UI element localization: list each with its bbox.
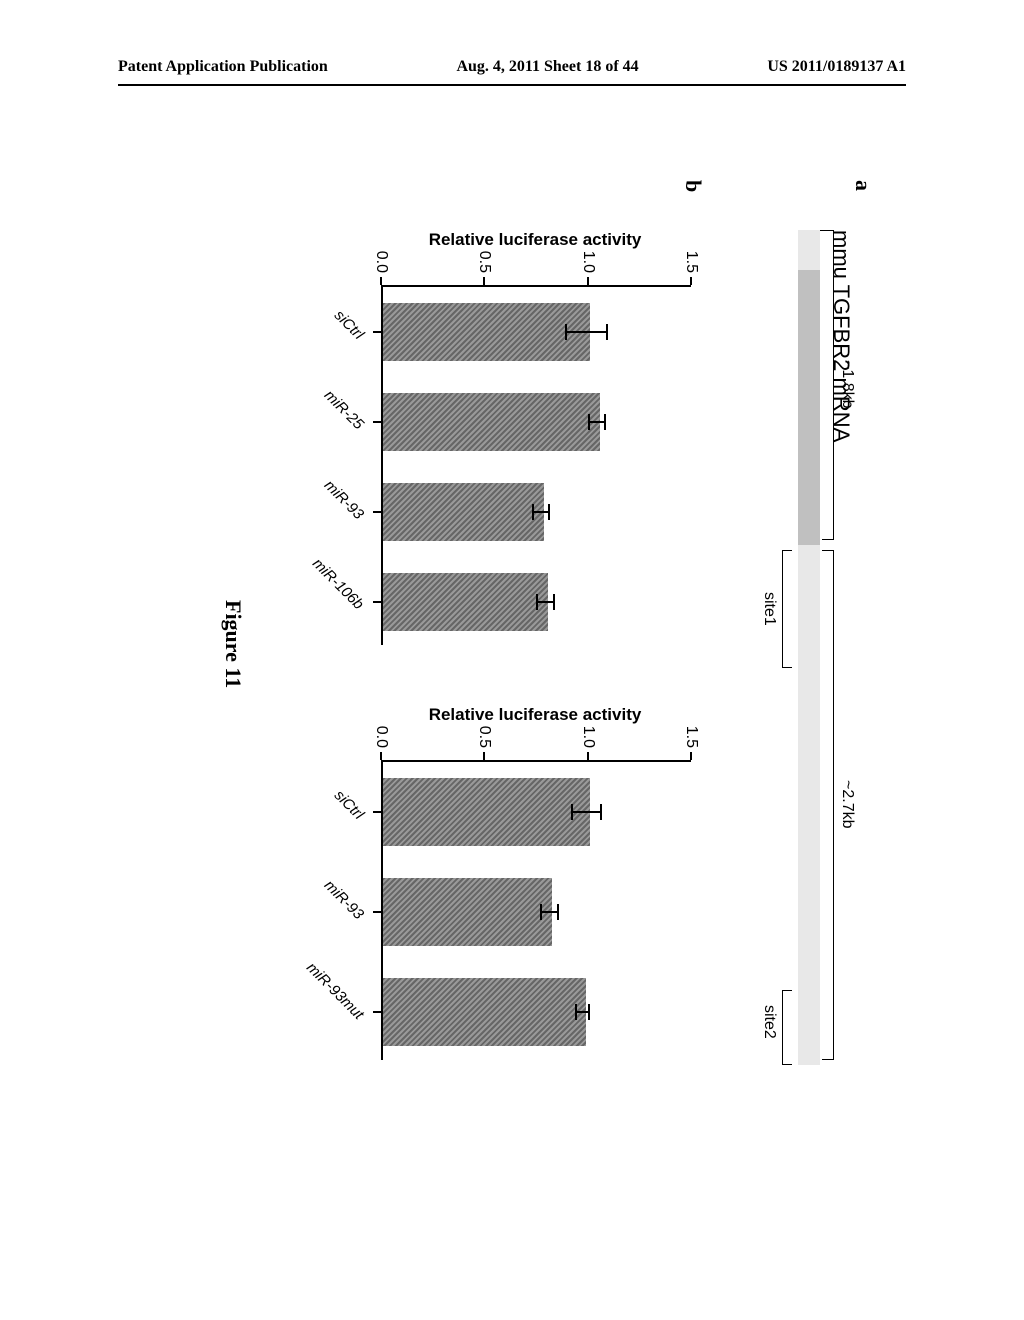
y-tick-label: 1.5 xyxy=(682,251,700,273)
y-tick-label: 1.0 xyxy=(579,726,597,748)
y-tick xyxy=(690,277,692,285)
error-bar xyxy=(573,811,602,813)
x-tick-label: miR-93 xyxy=(321,477,367,523)
figure-container: a mmu TGFBR2 mRNA ~1.8kb ~2.7kb site1 si… xyxy=(32,256,992,1044)
x-tick-label: miR-25 xyxy=(321,387,367,433)
chart-site1: Relative luciferase activity 0.00.51.01.… xyxy=(381,285,691,645)
x-tick-label: siCtrl xyxy=(331,307,367,343)
bar xyxy=(383,573,548,632)
x-tick xyxy=(373,331,381,333)
header-rule xyxy=(118,84,906,86)
error-cap xyxy=(553,594,555,610)
y-axis xyxy=(381,760,691,762)
error-cap xyxy=(606,324,608,340)
y-tick xyxy=(483,277,485,285)
y-tick-label: 1.0 xyxy=(579,251,597,273)
header-right: US 2011/0189137 A1 xyxy=(767,58,906,76)
bar xyxy=(383,778,590,846)
figure-caption: Figure 11 xyxy=(220,600,246,688)
error-cap xyxy=(571,804,573,820)
region2-label: ~2.7kb xyxy=(838,780,856,828)
utr5-box xyxy=(798,230,820,270)
x-tick xyxy=(373,911,381,913)
region1-label: ~1.8kb xyxy=(838,360,856,408)
figure-content: a mmu TGFBR2 mRNA ~1.8kb ~2.7kb site1 si… xyxy=(118,170,906,1130)
y-tick xyxy=(587,277,589,285)
site1-bracket xyxy=(782,550,792,668)
error-cap xyxy=(575,1004,577,1020)
error-cap xyxy=(548,504,550,520)
error-cap xyxy=(588,414,590,430)
y-tick xyxy=(690,752,692,760)
error-cap xyxy=(600,804,602,820)
chart-site2: Relative luciferase activity 0.00.51.01.… xyxy=(381,760,691,1060)
error-bar xyxy=(567,331,608,333)
x-tick-label: miR-93 xyxy=(321,877,367,923)
y-tick xyxy=(483,752,485,760)
panel-b-label: b xyxy=(680,180,706,192)
site2-label: site2 xyxy=(760,1005,778,1039)
x-tick-label: miR-106b xyxy=(309,555,367,613)
y-tick xyxy=(380,752,382,760)
panel-a-label: a xyxy=(850,180,876,191)
x-tick xyxy=(373,1011,381,1013)
error-cap xyxy=(540,904,542,920)
x-tick xyxy=(373,601,381,603)
y-axis xyxy=(381,285,691,287)
error-cap xyxy=(588,1004,590,1020)
region2-bracket xyxy=(822,550,834,1060)
y-tick xyxy=(587,752,589,760)
bar xyxy=(383,878,552,946)
x-tick-label: miR-93mut xyxy=(303,959,367,1023)
bar xyxy=(383,303,590,362)
site2-bracket xyxy=(782,990,792,1065)
chart1-ylabel: Relative luciferase activity xyxy=(410,230,660,250)
utr3-box xyxy=(798,545,820,1065)
x-tick xyxy=(373,421,381,423)
region1-bracket xyxy=(822,230,834,540)
y-tick-label: 0.5 xyxy=(475,251,493,273)
y-tick xyxy=(380,277,382,285)
error-cap xyxy=(604,414,606,430)
y-tick-label: 0.0 xyxy=(372,251,390,273)
header-center: Aug. 4, 2011 Sheet 18 of 44 xyxy=(456,58,638,76)
bar xyxy=(383,393,600,452)
header-left: Patent Application Publication xyxy=(118,58,328,76)
error-cap xyxy=(532,504,534,520)
page-header: Patent Application Publication Aug. 4, 2… xyxy=(0,58,1024,76)
bar xyxy=(383,483,544,542)
y-tick-label: 0.0 xyxy=(372,726,390,748)
site1-label: site1 xyxy=(760,592,778,626)
x-tick-label: siCtrl xyxy=(331,787,367,823)
y-tick-label: 1.5 xyxy=(682,726,700,748)
mrna-diagram: ~1.8kb ~2.7kb site1 site2 xyxy=(730,230,820,1070)
error-cap xyxy=(557,904,559,920)
y-tick-label: 0.5 xyxy=(475,726,493,748)
error-cap xyxy=(565,324,567,340)
x-tick xyxy=(373,811,381,813)
cds-box xyxy=(798,270,820,545)
bar xyxy=(383,978,586,1046)
x-tick xyxy=(373,511,381,513)
error-cap xyxy=(536,594,538,610)
chart2-ylabel: Relative luciferase activity xyxy=(410,705,660,725)
